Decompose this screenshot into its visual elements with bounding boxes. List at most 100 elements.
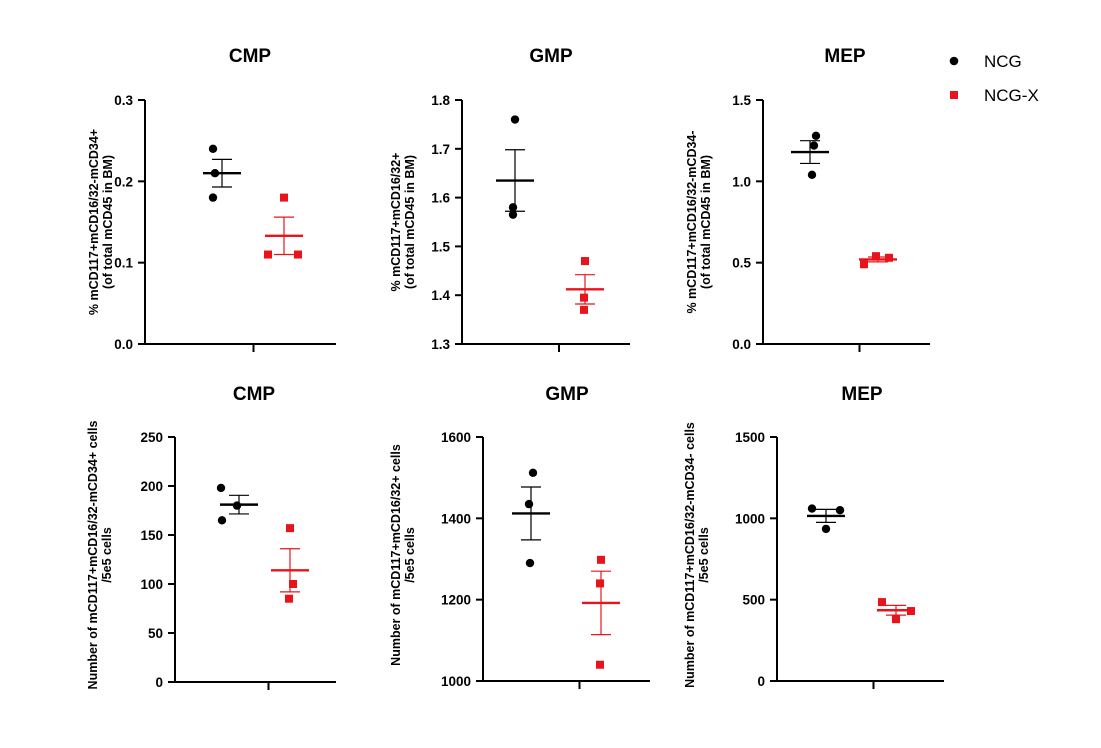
data-point: [286, 524, 294, 533]
y-axis-label-line: (of total mCD45 in BM): [101, 155, 115, 289]
y-axis-label-line: /5e5 cells: [403, 527, 417, 583]
panel-title: MEP: [841, 384, 883, 405]
y-axis-label-line: % mCD117+mCD16/32-mCD34-: [685, 130, 699, 313]
y-tick-label: 500: [742, 593, 765, 608]
data-point: [811, 131, 821, 140]
data-point: [289, 580, 297, 588]
series-ncg: [203, 144, 241, 202]
data-point: [821, 524, 831, 534]
y-axis-label: Number of mCD117+mCD16/32-mCD34- cells/5…: [683, 422, 711, 688]
legend: NCG NCG-X: [949, 52, 1039, 105]
data-point: [807, 504, 817, 513]
panel-2: GMP 1.3 1.4 1.5 1.6 1.7 1.8 % mCD117+mCD16/32+(…: [389, 46, 630, 352]
panel-6: MEP 0 500 1000 1500 Number of mCD117+mCD16/32…: [683, 384, 944, 689]
panels: CMP 0.0 0.1 0.2 0.3 % mCD117+mCD16/32-mCD34+(…: [86, 46, 944, 690]
y-tick-label: 1000: [735, 511, 765, 526]
y-axis-label-line: (of total mCD45 in BM): [403, 155, 417, 289]
data-point: [210, 169, 220, 178]
data-point: [809, 141, 819, 150]
series-ncg-x: [859, 252, 897, 269]
y-tick-label: 150: [140, 528, 163, 543]
y-axis-label-line: Number of mCD117+mCD16/32+ cells: [389, 444, 403, 666]
legend-label-ncg-x: NCG-X: [984, 86, 1039, 105]
data-point: [860, 260, 868, 269]
y-tick-label: 200: [140, 479, 163, 494]
data-point: [528, 468, 538, 477]
series-ncg: [791, 131, 829, 180]
series-ncg-x: [264, 193, 303, 259]
data-point: [216, 483, 226, 493]
y-tick-label: 100: [140, 577, 163, 592]
data-point: [285, 594, 293, 603]
legend-label-ncg: NCG: [984, 52, 1022, 71]
data-point: [524, 499, 534, 509]
y-tick-label: 1.7: [431, 142, 450, 157]
y-tick-label: 1.5: [431, 239, 450, 254]
y-tick-label: 1400: [441, 511, 471, 526]
y-tick-label: 1200: [441, 593, 471, 608]
y-tick-label: 1.4: [431, 288, 450, 303]
y-axis-label-line: (of total mCD45 in BM): [699, 155, 713, 289]
y-tick-label: 1.6: [431, 191, 450, 206]
data-point: [907, 607, 915, 616]
y-tick-label: 0.0: [732, 337, 751, 352]
data-point: [872, 252, 880, 261]
y-tick-label: 1.0: [732, 174, 751, 189]
data-point: [596, 660, 604, 669]
data-point: [217, 516, 227, 525]
y-tick-label: 250: [140, 430, 163, 445]
series-ncg-x: [271, 524, 309, 603]
series-ncg: [216, 483, 258, 525]
y-axis-label: Number of mCD117+mCD16/32-mCD34+ cells/5…: [86, 421, 114, 690]
panel-1: CMP 0.0 0.1 0.2 0.3 % mCD117+mCD16/32-mCD34+(…: [87, 46, 336, 352]
y-tick-label: 0.3: [114, 93, 133, 108]
data-point: [892, 615, 900, 624]
panel-title: GMP: [529, 46, 573, 67]
series-ncg: [496, 115, 534, 219]
data-point: [208, 144, 218, 153]
legend-marker-ncg-x: [950, 91, 958, 99]
data-point: [580, 293, 588, 302]
y-axis-label: % mCD117+mCD16/32-mCD34+(of total mCD45 …: [87, 129, 115, 315]
data-point: [581, 257, 589, 266]
panel-5: GMP 1000 1200 1400 1600 Number of mCD117+mCD1…: [389, 384, 650, 689]
data-point: [597, 555, 605, 564]
panel-4: CMP 0 50 100 150 200 250 Number of mCD117+mCD16…: [86, 384, 336, 690]
y-tick-label: 50: [148, 626, 163, 641]
data-point: [232, 501, 242, 510]
series-ncg: [807, 504, 845, 534]
legend-marker-ncg: [949, 56, 959, 66]
data-point: [835, 506, 845, 515]
data-point: [885, 253, 893, 262]
y-axis-label-line: % mCD117+mCD16/32+: [389, 153, 403, 292]
panel-3: MEP 0.0 0.5 1.0 1.5 % mCD117+mCD16/32-mCD34-(…: [685, 46, 930, 352]
panel-title: CMP: [229, 46, 272, 67]
data-point: [510, 115, 520, 124]
data-point: [596, 579, 604, 588]
y-tick-label: 0.2: [114, 174, 133, 189]
y-axis-label-line: Number of mCD117+mCD16/32-mCD34+ cells: [86, 421, 100, 690]
y-axis-label: Number of mCD117+mCD16/32+ cells/5e5 cel…: [389, 444, 417, 666]
panel-title: CMP: [233, 384, 276, 405]
series-ncg-x: [566, 257, 604, 314]
data-point: [807, 170, 817, 180]
y-axis-label-line: /5e5 cells: [100, 527, 114, 583]
y-tick-label: 1600: [441, 430, 471, 445]
data-point: [508, 203, 518, 212]
y-tick-label: 1000: [441, 674, 471, 689]
y-tick-label: 0.1: [114, 256, 133, 271]
data-point: [878, 598, 886, 607]
panel-title: MEP: [824, 46, 866, 67]
panel-title: GMP: [545, 384, 589, 405]
y-axis-label: % mCD117+mCD16/32+(of total mCD45 in BM): [389, 153, 417, 292]
data-point: [280, 193, 288, 202]
y-tick-label: 1500: [735, 430, 765, 445]
y-axis-label-line: /5e5 cells: [697, 527, 711, 583]
y-axis-label-line: Number of mCD117+mCD16/32-mCD34- cells: [683, 422, 697, 688]
y-tick-label: 0.5: [732, 256, 751, 271]
series-ncg-x: [582, 555, 620, 669]
data-point: [525, 558, 535, 568]
y-tick-label: 0: [757, 674, 765, 689]
series-ncg: [512, 468, 550, 568]
